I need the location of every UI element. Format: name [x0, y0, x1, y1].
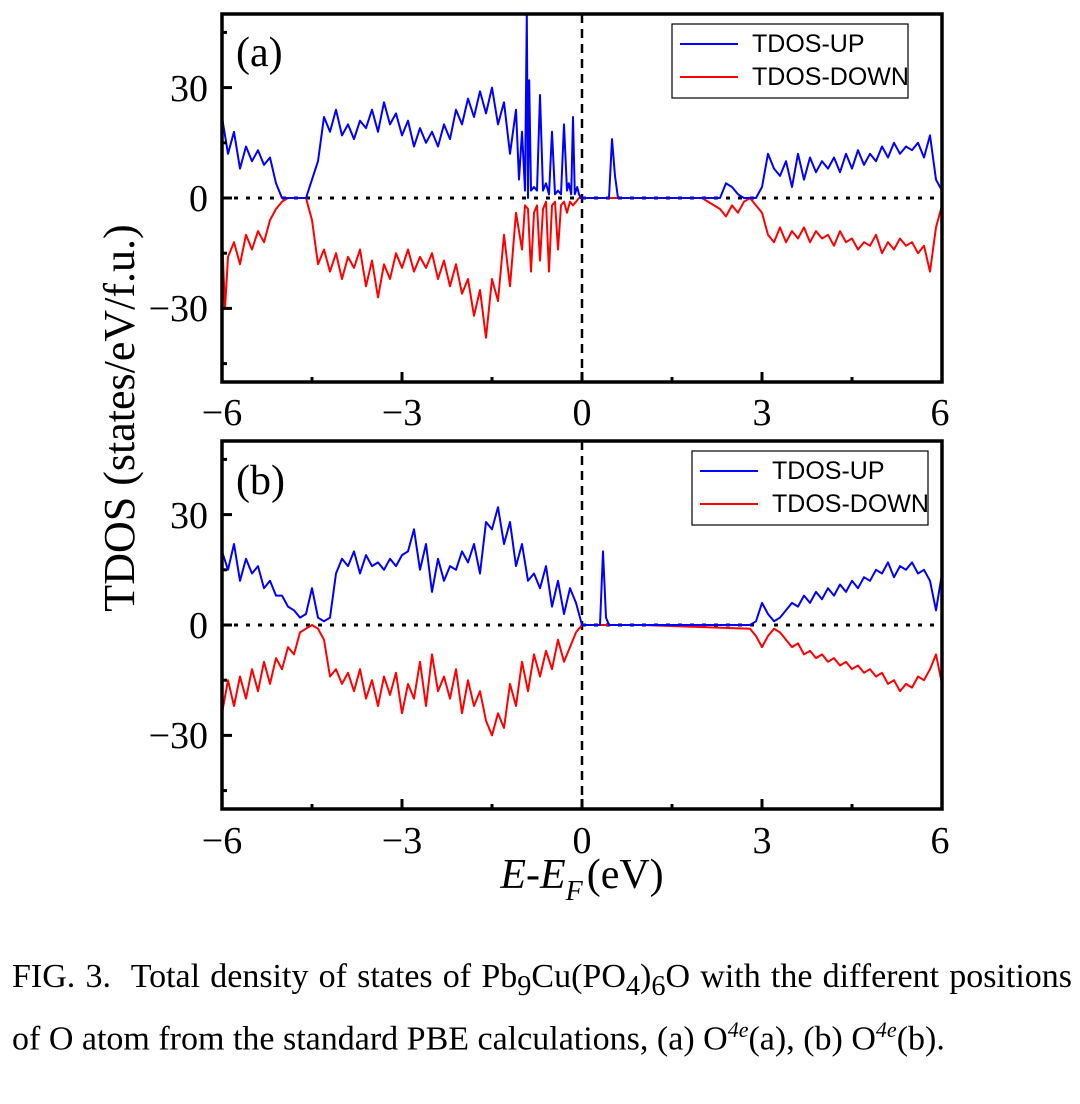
panel-b-xtick-label-4: 6	[931, 820, 950, 862]
panel-a-ytick-label-1: 0	[189, 178, 208, 220]
formula-sub-4: 4	[625, 970, 641, 1002]
formula-o: O	[665, 958, 691, 995]
panel-b-legend-box	[691, 450, 929, 526]
panel-a: (a) −30 0 30 −6 −3 0 3 6 TDOS-UP TDOS-DO…	[149, 12, 950, 434]
panel-b-xtick-labels: −6 −3 0 3 6	[202, 820, 950, 862]
caption-text-1: Total density of states of	[130, 958, 482, 995]
panel-a-legend-up-label: TDOS-UP	[752, 30, 865, 58]
formula-sub-9: 9	[517, 970, 532, 1002]
x-axis-label-unit: (eV)	[587, 852, 664, 898]
panel-a-ticks	[220, 30, 944, 382]
caption-suffix-b: (b).	[896, 1020, 945, 1058]
formula-close: )	[640, 958, 652, 995]
y-axis-label: TDOS (states/eV/f.u.)	[95, 224, 144, 611]
panel-b-label: (b)	[236, 458, 285, 504]
panel-b-ytick-label-0: −30	[149, 715, 208, 757]
panel-a-xtick-labels: −6 −3 0 3 6	[202, 392, 950, 434]
figure-caption: FIG. 3. Total density of states of Pb9Cu…	[12, 955, 1072, 1060]
panel-b-ytick-label-2: 30	[170, 495, 208, 537]
panel-b-xtick-label-2: 0	[573, 820, 592, 862]
panel-b-xtick-label-3: 3	[753, 820, 772, 862]
caption-part-a: (a) O	[656, 1020, 728, 1058]
panel-a-ytick-label-0: −30	[149, 288, 208, 330]
caption-label: FIG. 3.	[12, 958, 111, 995]
panel-a-ytick-labels: −30 0 30	[149, 68, 208, 330]
caption-formula: Pb9Cu(PO4)6O	[481, 958, 691, 1002]
panel-b-legend-down-label: TDOS-DOWN	[772, 490, 929, 518]
caption-suffix-a: (a),	[748, 1020, 804, 1058]
x-axis-label-sub: F	[565, 876, 584, 907]
panel-b-ticks	[220, 457, 944, 809]
panel-b-xtick-label-1: −3	[382, 820, 422, 862]
panel-a-down-line	[222, 197, 942, 339]
panel-b-down-line	[222, 624, 942, 737]
panel-a-label: (a)	[236, 30, 283, 76]
panel-b-ytick-labels: −30 0 30	[149, 495, 208, 757]
caption-part-b: (b) O	[803, 1020, 876, 1058]
panel-a-xtick-label-1: −3	[382, 392, 422, 434]
x-axis-label-main: E-E	[499, 852, 565, 898]
panel-a-legend: TDOS-UP TDOS-DOWN	[671, 23, 909, 99]
panel-a-xtick-label-2: 0	[573, 392, 592, 434]
panel-a-xtick-label-0: −6	[202, 392, 242, 434]
panel-a-legend-down-label: TDOS-DOWN	[752, 63, 909, 91]
caption-sup-b: 4e	[875, 1016, 897, 1042]
formula-sub-6: 6	[651, 970, 666, 1002]
panel-b-up-line	[222, 506, 942, 626]
panel-b-xtick-label-0: −6	[202, 820, 242, 862]
panel-b-ytick-label-1: 0	[189, 605, 208, 647]
panel-a-xtick-label-4: 6	[931, 392, 950, 434]
caption-text-2: with the different positions of O atom f…	[12, 958, 1072, 1058]
panel-b-legend: TDOS-UP TDOS-DOWN	[691, 450, 929, 526]
formula-pb: Pb	[481, 958, 518, 995]
panel-b-legend-up-label: TDOS-UP	[772, 457, 885, 485]
formula-cu: Cu(PO	[531, 958, 626, 995]
x-axis-label: E-EF(eV)	[499, 852, 663, 907]
panel-a-xtick-label-3: 3	[753, 392, 772, 434]
caption-sup-a: 4e	[727, 1016, 749, 1042]
panel-a-ytick-label-2: 30	[170, 68, 208, 110]
panel-a-up-line	[222, 14, 942, 199]
panel-b: (b) −30 0 30 −6 −3 0 3 6 TDOS-UP TDOS-DO…	[149, 439, 950, 862]
panel-a-legend-box	[671, 23, 909, 99]
dos-figure: TDOS (states/eV/f.u.) (a) −30 0 30 −6 −3…	[95, 12, 950, 907]
